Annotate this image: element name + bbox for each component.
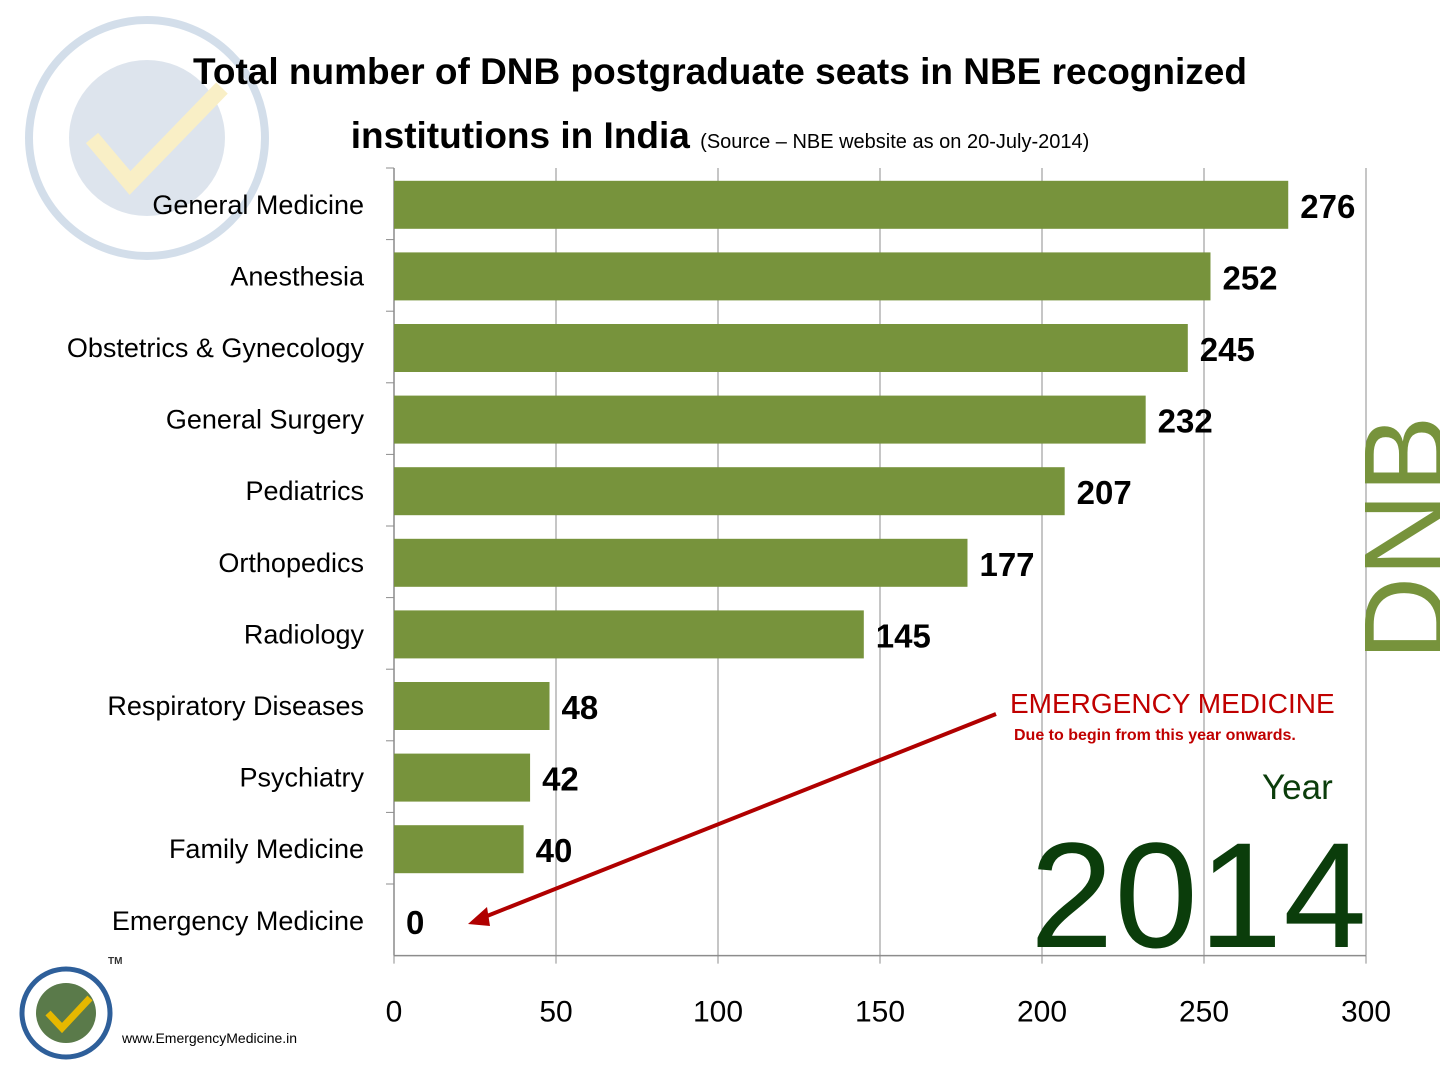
title-line-2: institutions in India (Source – NBE webs… [0, 104, 1440, 174]
data-label: 0 [406, 904, 424, 941]
annotation-subtitle: Due to begin from this year onwards. [1014, 727, 1296, 744]
category-label: General Medicine [152, 190, 364, 220]
data-label: 177 [979, 546, 1034, 583]
site-logo: TM [18, 956, 133, 1063]
annotation-title: EMERGENCY MEDICINE [1010, 688, 1335, 719]
value-labels: 276 252 245 232 207 177 145 48 42 40 0 [406, 188, 1355, 941]
category-label: Emergency Medicine [112, 906, 364, 936]
x-tick-label: 300 [1341, 996, 1391, 1029]
x-tick-label: 200 [1017, 996, 1067, 1029]
x-tick-label: 0 [386, 996, 403, 1029]
arrow-line [481, 712, 997, 920]
data-label: 40 [536, 832, 573, 869]
watermark-logo [12, 8, 282, 268]
title-source: (Source – NBE website as on 20-July-2014… [700, 131, 1090, 153]
bar [394, 252, 1211, 301]
data-label: 42 [542, 761, 579, 798]
footer-url[interactable]: www.EmergencyMedicine.in [122, 1030, 298, 1046]
bar [394, 682, 550, 730]
data-label: 276 [1300, 188, 1355, 225]
chart-title: Total number of DNB postgraduate seats i… [0, 40, 1440, 174]
data-label: 232 [1158, 403, 1213, 440]
annotation-arrow [468, 712, 997, 926]
bar [394, 610, 864, 659]
bar [394, 538, 968, 587]
bar [394, 395, 1146, 444]
category-label: Orthopedics [218, 548, 364, 578]
title-line-1: Total number of DNB postgraduate seats i… [193, 51, 1247, 92]
x-tick-label: 100 [693, 996, 743, 1029]
dnb-side-label: DNB [1340, 415, 1440, 660]
title-line-2-text: institutions in India [350, 115, 690, 156]
x-tick-label: 50 [539, 996, 572, 1029]
category-label: Anesthesia [230, 261, 365, 291]
data-label: 145 [876, 617, 931, 654]
data-label: 48 [562, 689, 599, 726]
x-tick-labels: 0 50 100 150 200 250 300 [386, 996, 1391, 1029]
bar [394, 825, 524, 874]
x-tick-label: 250 [1179, 996, 1229, 1029]
bar [394, 180, 1289, 229]
category-label: Pediatrics [245, 476, 364, 506]
logo-tm: TM [108, 956, 123, 967]
data-label: 252 [1222, 259, 1277, 296]
bar [394, 467, 1065, 516]
category-label: Radiology [244, 619, 365, 649]
category-label: Obstetrics & Gynecology [67, 333, 365, 363]
category-label: Psychiatry [239, 763, 364, 793]
data-label: 245 [1200, 331, 1255, 368]
x-tick-label: 150 [855, 996, 905, 1029]
bar [394, 753, 531, 802]
bar [394, 324, 1188, 372]
category-labels: General Medicine Anesthesia Obstetrics & G… [67, 190, 365, 936]
data-label: 207 [1077, 474, 1132, 511]
arrow-head [468, 907, 490, 926]
category-label: Respiratory Diseases [107, 691, 364, 721]
dnb-text: DNB [1340, 415, 1440, 660]
bars [394, 180, 1289, 874]
year-label: Year [1262, 768, 1333, 807]
category-label: General Surgery [166, 405, 365, 435]
year-value: 2014 [1030, 811, 1368, 979]
category-label: Family Medicine [169, 834, 364, 864]
